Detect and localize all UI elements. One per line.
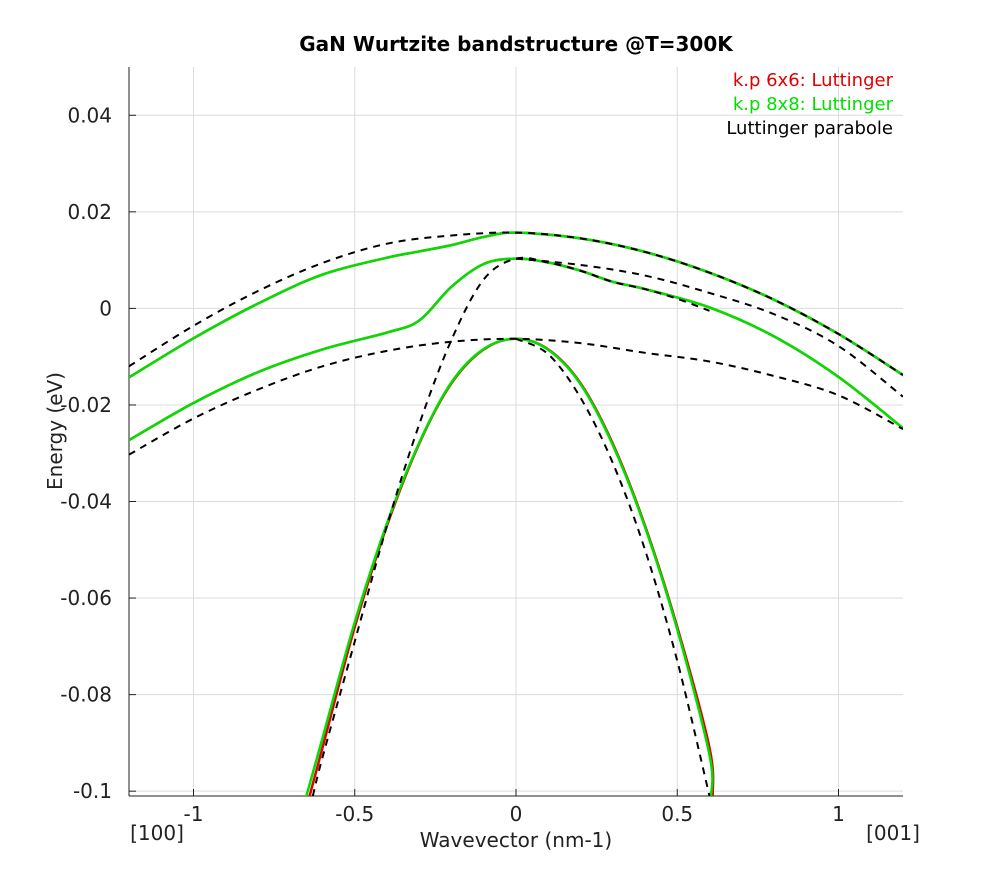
- y-tick-label: 0.02: [67, 200, 112, 224]
- y-tick-label: 0.04: [67, 103, 112, 127]
- direction-label-right: [001]: [866, 821, 920, 845]
- series-line-luttinger-parabole-3: [515, 337, 711, 796]
- series-line-luttinger-parabole-4: [515, 257, 903, 398]
- x-tick-label: 0: [510, 802, 523, 826]
- chart-title: GaN Wurtzite bandstructure @T=300K: [299, 32, 734, 56]
- series-line-luttinger-parabole-2: [311, 256, 710, 796]
- series-group: [129, 231, 903, 796]
- series-line-luttinger-parabole-0: [129, 231, 903, 376]
- legend: k.p 6x6: Luttinger k.p 8x8: Luttinger Lu…: [726, 70, 893, 139]
- y-tick-label: -0.04: [60, 490, 112, 514]
- y-tick-label: -0.08: [60, 683, 112, 707]
- y-tick-label: -0.06: [60, 586, 112, 610]
- y-axis-label: Energy (eV): [43, 372, 67, 490]
- legend-entry-kp8x8: k.p 8x8: Luttinger: [733, 94, 894, 115]
- grid: [129, 67, 903, 796]
- legend-entry-kp6x6: k.p 6x6: Luttinger: [733, 70, 894, 91]
- direction-label-left: [100]: [130, 821, 184, 845]
- y-tick-label: -0.02: [60, 393, 112, 417]
- x-axis-label: Wavevector (nm-1): [420, 828, 612, 852]
- ticks-group: -1 -0.5 0 0.5 1 0.04 0.02 0 -0.02 -0.04 -0.06 -0.08…: [60, 103, 845, 826]
- legend-entry-parabole: Luttinger parabole: [726, 118, 893, 139]
- x-tick-label: -0.5: [335, 802, 374, 826]
- y-tick-label: -0.1: [73, 779, 112, 803]
- x-tick-label: -1: [184, 802, 204, 826]
- x-tick-label: 1: [832, 802, 845, 826]
- y-tick-label: 0: [99, 296, 112, 320]
- x-tick-label: 0.5: [661, 802, 693, 826]
